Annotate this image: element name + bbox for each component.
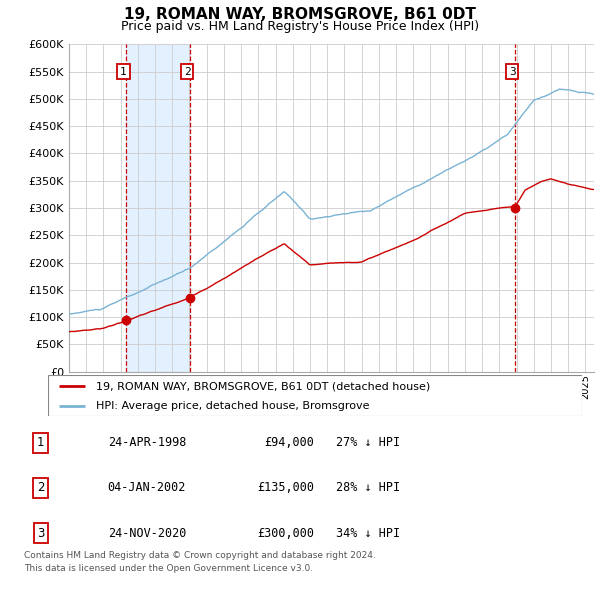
Text: 28% ↓ HPI: 28% ↓ HPI [337, 481, 401, 494]
Text: 1: 1 [37, 436, 44, 450]
Bar [126, 44, 190, 372]
Text: £94,000: £94,000 [264, 436, 314, 450]
Text: £135,000: £135,000 [257, 481, 314, 494]
Text: 04-JAN-2002: 04-JAN-2002 [108, 481, 186, 494]
Text: 24-APR-1998: 24-APR-1998 [108, 436, 186, 450]
Text: £300,000: £300,000 [257, 526, 314, 540]
Text: 2: 2 [184, 67, 190, 77]
Text: 2: 2 [37, 481, 44, 494]
Text: 3: 3 [37, 526, 44, 540]
Text: This data is licensed under the Open Government Licence v3.0.: This data is licensed under the Open Gov… [24, 564, 313, 573]
Text: HPI: Average price, detached house, Bromsgrove: HPI: Average price, detached house, Brom… [96, 401, 370, 411]
Text: 19, ROMAN WAY, BROMSGROVE, B61 0DT (detached house): 19, ROMAN WAY, BROMSGROVE, B61 0DT (deta… [96, 381, 430, 391]
Text: 27% ↓ HPI: 27% ↓ HPI [337, 436, 401, 450]
Text: 24-NOV-2020: 24-NOV-2020 [108, 526, 186, 540]
Text: 34% ↓ HPI: 34% ↓ HPI [337, 526, 401, 540]
Text: 3: 3 [509, 67, 515, 77]
Text: 19, ROMAN WAY, BROMSGROVE, B61 0DT: 19, ROMAN WAY, BROMSGROVE, B61 0DT [124, 7, 476, 22]
Text: Contains HM Land Registry data © Crown copyright and database right 2024.: Contains HM Land Registry data © Crown c… [24, 550, 376, 559]
Text: 1: 1 [120, 67, 127, 77]
Text: Price paid vs. HM Land Registry's House Price Index (HPI): Price paid vs. HM Land Registry's House … [121, 20, 479, 33]
